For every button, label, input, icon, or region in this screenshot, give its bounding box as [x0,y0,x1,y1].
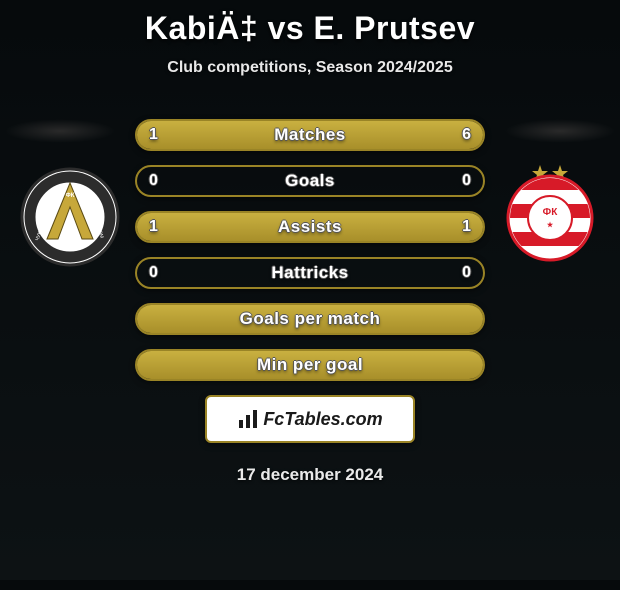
chart-icon [237,408,259,430]
club-badge-left: ФК ЧУКАРИЧКИ СТАНКОМ [20,167,120,267]
bar-fill-right [310,213,483,241]
bar-fill-left [137,121,185,149]
stat-row: Goals0 0 [135,165,485,197]
stat-label: Hattricks [137,263,483,283]
bar-fill-left [137,213,310,241]
brand-text: FcTables.com [237,408,382,430]
brand-box: FcTables.com [205,395,415,443]
stat-row: Hattricks0 0 [135,257,485,289]
stat-value-right: 0 [462,264,471,282]
stat-row: Matches16 [135,119,485,151]
stat-row: Min per goal [135,349,485,381]
bar-fill [137,305,483,333]
player-shadow-right [504,119,616,143]
comparison-content: ФК ЧУКАРИЧКИ СТАНКОМ ФК ★ Matches16 Goals… [0,119,620,485]
stat-value-right: 0 [462,172,471,190]
svg-text:ФК: ФК [543,207,559,218]
stat-value-left: 0 [149,172,158,190]
stats-bars: Matches16Goals00Assists11Hattricks00Goal… [135,119,485,381]
player-shadow-left [4,119,116,143]
stat-row: Goals per match [135,303,485,335]
bar-fill [137,351,483,379]
brand-label: FcTables.com [263,409,382,430]
bar-fill-right [185,121,483,149]
stat-label: Goals [137,171,483,191]
svg-text:ФК: ФК [66,193,75,199]
club-badge-right: ФК ★ [500,163,600,263]
page-subtitle: Club competitions, Season 2024/2025 [0,59,620,77]
svg-text:★: ★ [547,221,554,229]
page-title: KabiÄ‡ vs E. Prutsev [0,10,620,47]
stat-row: Assists11 [135,211,485,243]
stat-value-left: 0 [149,264,158,282]
footer-date: 17 december 2024 [0,465,620,485]
